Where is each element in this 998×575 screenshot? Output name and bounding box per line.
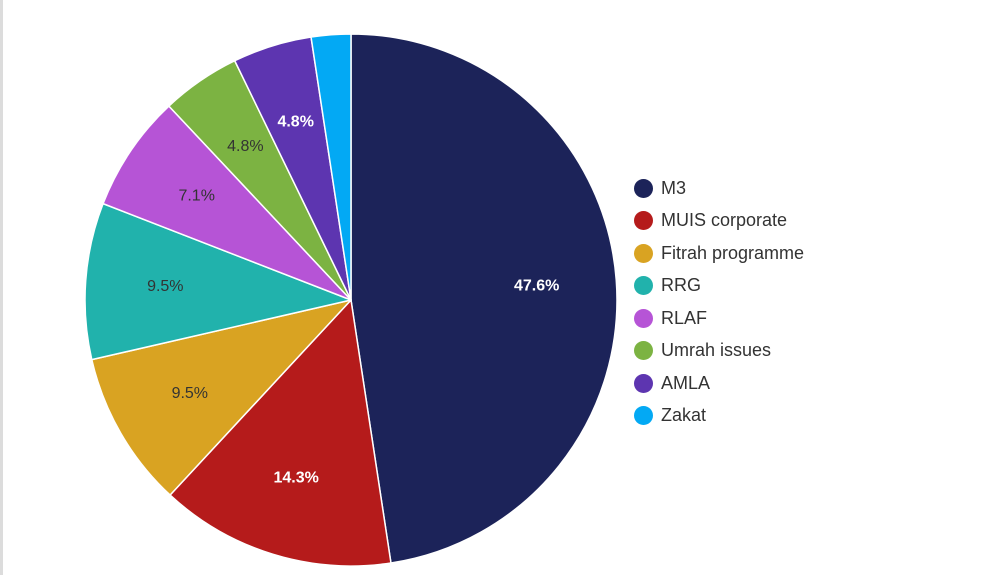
legend-label: MUIS corporate	[661, 210, 788, 231]
legend-swatch-icon	[634, 373, 653, 393]
legend-swatch-icon	[634, 308, 653, 328]
legend-item-amla[interactable]: AMLA	[634, 367, 804, 400]
legend-item-m3[interactable]: M3	[634, 172, 804, 205]
legend-label: RLAF	[661, 307, 708, 328]
legend-item-fitrah-programme[interactable]: Fitrah programme	[634, 237, 804, 270]
pie-slice-rrg[interactable]	[84, 202, 352, 361]
legend-swatch-icon	[634, 406, 653, 426]
legend-swatch-icon	[634, 243, 653, 263]
legend-item-umrah-issues[interactable]: Umrah issues	[634, 335, 804, 368]
chart-legend: M3 MUIS corporate Fitrah programme RRG RLAF U…	[634, 172, 804, 432]
left-border	[0, 0, 3, 575]
legend-item-rrg[interactable]: RRG	[634, 270, 804, 303]
legend-label: Zakat	[661, 405, 707, 426]
legend-label: RRG	[661, 275, 701, 296]
pie-slice-muis-corporate[interactable]	[169, 299, 392, 567]
pie-slice-rlaf[interactable]	[102, 105, 352, 301]
legend-swatch-icon	[634, 211, 653, 231]
pie-slice-fitrah-programme[interactable]	[91, 299, 352, 496]
slice-label-fitrah-programme: 9.5%	[172, 385, 208, 402]
slice-label-rrg: 9.5%	[147, 278, 183, 295]
slice-label-rlaf: 7.1%	[178, 187, 214, 204]
legend-item-rlaf[interactable]: RLAF	[634, 302, 804, 335]
legend-label: AMLA	[661, 372, 711, 393]
legend-label: Fitrah programme	[661, 242, 805, 263]
slice-label-amla: 4.8%	[277, 114, 313, 131]
legend-swatch-icon	[634, 276, 653, 296]
legend-swatch-icon	[634, 178, 653, 198]
legend-label: Umrah issues	[661, 340, 772, 361]
legend-item-zakat[interactable]: Zakat	[634, 400, 804, 433]
slice-label-umrah-issues: 4.8%	[227, 138, 263, 155]
pie-slice-zakat[interactable]	[310, 33, 352, 301]
legend-label: M3	[661, 177, 687, 198]
legend-swatch-icon	[634, 341, 653, 361]
legend-item-muis-corporate[interactable]: MUIS corporate	[634, 205, 804, 238]
slice-label-m3: 47.6%	[514, 278, 559, 295]
slice-label-muis-corporate: 14.3%	[274, 470, 319, 487]
pie-slice-m3[interactable]	[350, 33, 618, 564]
